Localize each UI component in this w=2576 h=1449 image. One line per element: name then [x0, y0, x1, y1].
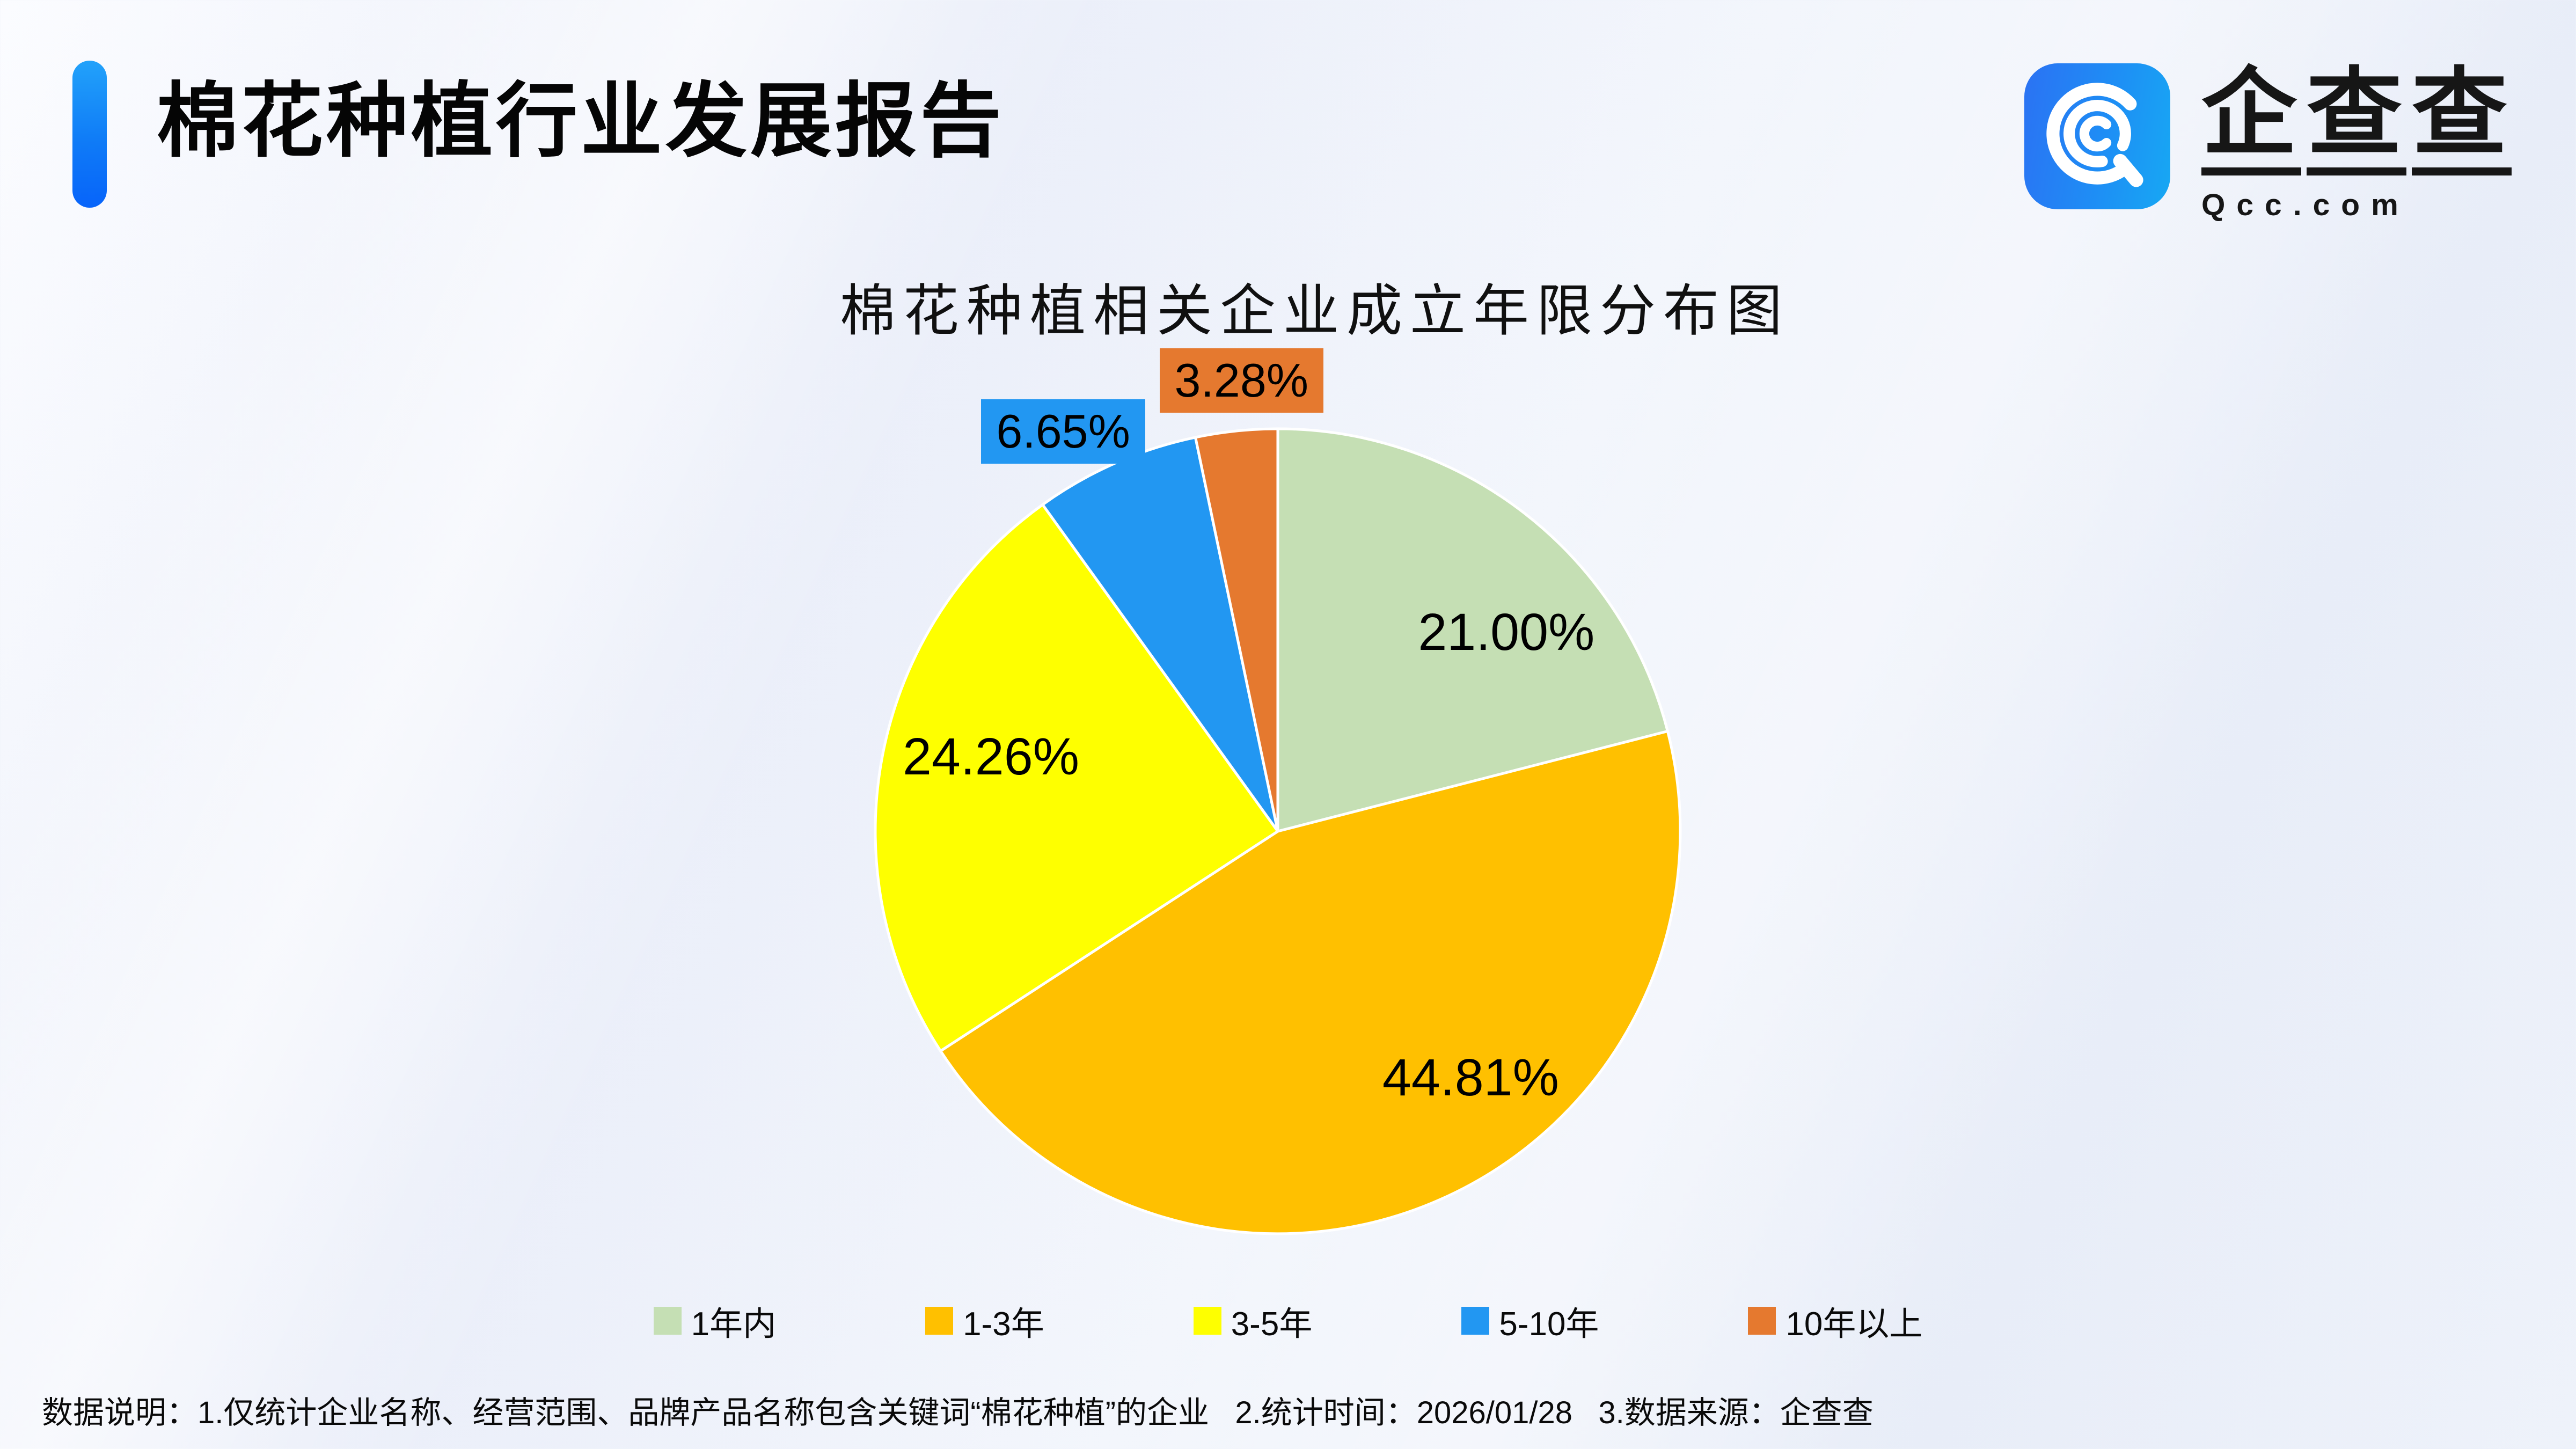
pie-chart: 21.00% 44.81% 24.26% 6.65% 3.28% — [873, 348, 1683, 1236]
qcc-logo-icon — [2024, 63, 2170, 209]
legend-swatch — [653, 1307, 682, 1335]
qcc-logo: 企查查 Qcc.com — [2024, 63, 2517, 223]
legend-swatch — [925, 1307, 954, 1335]
legend-label: 1-3年 — [963, 1306, 1044, 1343]
legend-item-3-5年: 3-5年 — [1193, 1297, 1313, 1345]
legend-label: 10年以上 — [1785, 1306, 1923, 1343]
slice-label-1-3年: 44.81% — [1382, 1048, 1559, 1107]
legend-swatch — [1193, 1307, 1221, 1335]
qcc-logo-char: 查 — [2412, 63, 2512, 175]
pie-slice-10年以上 — [1194, 427, 1279, 833]
chart-legend: 1年内 1-3年 3-5年 5-10年 10年以上 — [0, 1297, 2576, 1345]
slice-label-3-5年: 24.26% — [902, 727, 1079, 786]
pie-slice-1-3年 — [939, 730, 1682, 1235]
title-accent-bar — [72, 61, 107, 208]
slice-label-5-10年: 6.65% — [981, 399, 1145, 464]
legend-item-1年内: 1年内 — [653, 1297, 777, 1345]
legend-item-5-10年: 5-10年 — [1461, 1297, 1599, 1345]
page-title: 棉花种植行业发展报告 — [157, 76, 1005, 167]
qcc-logo-name: 企查查 — [2201, 63, 2517, 175]
qcc-logo-char: 查 — [2307, 63, 2406, 175]
legend-label: 1年内 — [691, 1306, 777, 1343]
pie-svg — [874, 427, 1682, 1235]
legend-label: 5-10年 — [1499, 1306, 1599, 1343]
legend-swatch — [1461, 1307, 1490, 1335]
legend-item-10年以上: 10年以上 — [1748, 1297, 1922, 1345]
legend-swatch — [1748, 1307, 1776, 1335]
chart-title: 棉花种植相关企业成立年限分布图 — [839, 280, 1790, 342]
slice-label-1年内: 21.00% — [1418, 602, 1595, 661]
pie-slice-3-5年 — [874, 503, 1279, 1052]
qcc-logo-char: 企 — [2201, 63, 2301, 175]
qcc-logo-text: 企查查 Qcc.com — [2201, 63, 2517, 223]
pie-slice-1年内 — [1276, 427, 1669, 833]
legend-label: 3-5年 — [1231, 1306, 1313, 1343]
qcc-logo-domain: Qcc.com — [2201, 188, 2410, 222]
slice-label-10年以上: 3.28% — [1159, 348, 1324, 413]
footer-data-note: 数据说明：1.仅统计企业名称、经营范围、品牌产品名称包含关键词“棉花种植”的企业… — [42, 1395, 1874, 1430]
legend-item-1-3年: 1-3年 — [925, 1297, 1044, 1345]
